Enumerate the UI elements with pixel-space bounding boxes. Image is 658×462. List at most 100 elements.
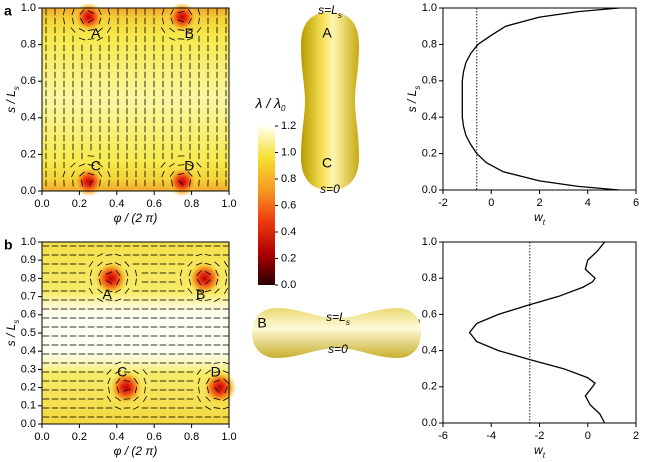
- director: [132, 369, 140, 375]
- director: [171, 179, 173, 187]
- director: [179, 269, 183, 277]
- director: [204, 289, 212, 293]
- director: [177, 19, 185, 23]
- colorbar-tick-label: 1.2: [281, 120, 296, 132]
- director: [115, 396, 121, 402]
- defect-spot: [187, 261, 222, 296]
- director: [62, 8, 66, 16]
- title-text: w: [534, 210, 544, 224]
- director: [135, 278, 137, 286]
- director: [88, 261, 94, 267]
- director: [78, 163, 86, 167]
- director: [187, 261, 193, 267]
- director: [79, 171, 85, 177]
- director: [204, 262, 212, 266]
- director: [115, 378, 121, 384]
- director: [87, 155, 95, 157]
- y-tick-label: 0.4: [21, 112, 36, 124]
- y-tick-label: 0.0: [422, 184, 437, 196]
- x-tick-label: 0.4: [109, 198, 124, 210]
- director: [99, 179, 101, 187]
- director: [89, 179, 93, 187]
- director: [213, 362, 221, 364]
- title-sub: t: [543, 451, 546, 460]
- director: [107, 170, 111, 178]
- y-tick-label: 0.4: [422, 345, 437, 357]
- director: [90, 278, 92, 286]
- x-tick-label: 6: [633, 197, 639, 209]
- spot-label: C: [91, 158, 101, 174]
- x-tick-label: 0: [488, 197, 494, 209]
- y-tick-label: 0.4: [21, 345, 36, 357]
- y-tick-label: 0.8: [422, 272, 437, 284]
- director: [134, 386, 138, 394]
- director: [81, 179, 83, 187]
- director: [213, 298, 221, 302]
- director: [196, 270, 202, 276]
- director: [188, 278, 192, 286]
- director: [114, 298, 122, 302]
- title-sub: 0: [281, 104, 286, 113]
- shape-label: A: [322, 25, 332, 41]
- director: [214, 261, 220, 267]
- director: [132, 406, 140, 410]
- director: [168, 37, 176, 41]
- y-tick-label: 1.0: [21, 2, 36, 14]
- director: [116, 278, 120, 286]
- director: [125, 269, 129, 277]
- director: [177, 173, 185, 175]
- axis-title: s / Ls: [405, 86, 421, 113]
- title-text: φ / (2 π): [114, 444, 158, 458]
- plot-frame: [442, 241, 637, 424]
- director: [195, 298, 203, 302]
- y-tick-label: 0.6: [422, 308, 437, 320]
- x-tick-label: 0.2: [72, 431, 87, 443]
- director: [224, 269, 228, 277]
- director: [187, 171, 193, 177]
- director: [87, 10, 95, 14]
- colorbar: [258, 126, 275, 285]
- director: [197, 395, 201, 403]
- x-tick-label: 0.8: [184, 431, 199, 443]
- y-tick-label: 0.7: [21, 291, 36, 303]
- director: [106, 396, 112, 402]
- director: [108, 386, 110, 394]
- director: [196, 369, 202, 375]
- shape-a: s=Ls A C s=0: [301, 3, 359, 196]
- director: [161, 170, 165, 178]
- director: [177, 10, 185, 14]
- director: [195, 289, 203, 293]
- director: [97, 261, 103, 267]
- y-tick-label: 0.0: [21, 185, 36, 197]
- spot-label: A: [103, 286, 113, 302]
- panel-label: b: [4, 237, 13, 253]
- director: [214, 288, 220, 294]
- x-tick-label: 0: [585, 430, 591, 442]
- plot-frame: [41, 7, 230, 192]
- title-sub: t: [543, 218, 546, 227]
- x-tick-label: 0.4: [109, 431, 124, 443]
- director: [97, 171, 103, 177]
- director: [204, 299, 212, 301]
- spot-label: C: [117, 363, 127, 379]
- y-tick-label: 0.6: [21, 75, 36, 87]
- director: [89, 269, 93, 277]
- director: [87, 164, 95, 166]
- director: [87, 29, 95, 31]
- director: [186, 163, 194, 167]
- director: [134, 269, 138, 277]
- director: [96, 298, 104, 302]
- x-tick-label: 0.8: [184, 198, 199, 210]
- director: [105, 279, 113, 285]
- director: [223, 261, 229, 267]
- director: [78, 37, 86, 41]
- director: [205, 396, 211, 402]
- director: [170, 17, 174, 25]
- y-tick-label: 0.8: [21, 39, 36, 51]
- title-text: λ / λ: [255, 95, 282, 111]
- director: [71, 170, 75, 178]
- director: [124, 288, 130, 294]
- surface: [301, 12, 359, 190]
- director: [124, 261, 130, 267]
- curve: [461, 7, 620, 191]
